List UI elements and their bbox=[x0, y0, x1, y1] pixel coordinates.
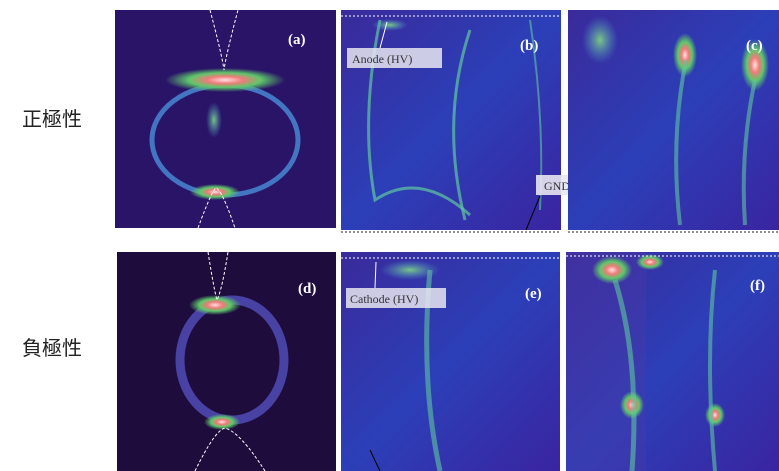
panel-label: (a) bbox=[288, 32, 306, 48]
panel-c: (c) bbox=[568, 10, 779, 232]
panel-b: Anode (HV) (b) GND bbox=[341, 10, 582, 232]
figure: 正極性 負極性 (a) Anode (HV) (b) GND bbox=[0, 0, 779, 471]
panel-a: (a) bbox=[115, 10, 336, 228]
panel-label: (f) bbox=[750, 278, 765, 294]
panel-label: (e) bbox=[525, 286, 542, 302]
annotation: Anode (HV) bbox=[352, 52, 412, 66]
panel-f: (f) bbox=[566, 252, 779, 471]
panel-label: (c) bbox=[746, 38, 763, 54]
panel-d: (d) bbox=[117, 252, 336, 471]
annotation: GND bbox=[544, 179, 570, 193]
panel-e: Cathode (HV) (e) bbox=[341, 252, 560, 471]
row-label: 正極性 bbox=[22, 107, 82, 131]
panel-label: (d) bbox=[298, 281, 316, 297]
panel-label: (b) bbox=[520, 38, 538, 54]
annotation: Cathode (HV) bbox=[350, 292, 418, 306]
row-label: 負極性 bbox=[22, 336, 82, 360]
